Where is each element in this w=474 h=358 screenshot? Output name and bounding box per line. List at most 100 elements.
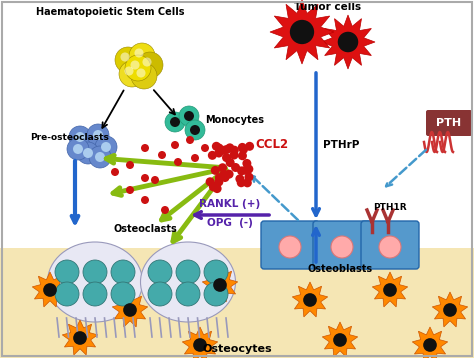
- Circle shape: [125, 67, 134, 76]
- Circle shape: [204, 260, 228, 284]
- Circle shape: [245, 165, 254, 174]
- Text: RANKL (+): RANKL (+): [200, 199, 261, 209]
- Circle shape: [83, 148, 93, 158]
- Circle shape: [126, 161, 134, 169]
- Circle shape: [214, 178, 223, 187]
- Circle shape: [303, 293, 317, 307]
- Circle shape: [141, 174, 149, 182]
- Circle shape: [123, 303, 137, 317]
- Text: Haematopoietic Stem Cells: Haematopoietic Stem Cells: [36, 7, 184, 17]
- Circle shape: [238, 151, 247, 160]
- Text: Osteocytes: Osteocytes: [202, 344, 272, 354]
- Circle shape: [245, 173, 254, 182]
- Circle shape: [215, 144, 224, 153]
- Circle shape: [111, 260, 135, 284]
- Circle shape: [111, 282, 135, 306]
- Circle shape: [333, 333, 347, 347]
- Circle shape: [229, 150, 238, 160]
- Circle shape: [237, 166, 246, 175]
- Circle shape: [137, 68, 146, 78]
- Circle shape: [237, 178, 246, 187]
- Circle shape: [119, 61, 145, 87]
- Circle shape: [73, 144, 83, 154]
- FancyBboxPatch shape: [313, 221, 371, 269]
- Circle shape: [443, 303, 457, 317]
- Circle shape: [212, 142, 221, 151]
- Circle shape: [158, 151, 166, 159]
- Circle shape: [230, 146, 239, 155]
- Circle shape: [176, 282, 200, 306]
- Circle shape: [218, 163, 227, 172]
- Ellipse shape: [47, 242, 143, 322]
- Circle shape: [215, 173, 224, 182]
- Circle shape: [185, 120, 205, 140]
- Circle shape: [383, 283, 397, 297]
- Circle shape: [219, 170, 228, 179]
- Circle shape: [135, 48, 144, 58]
- FancyBboxPatch shape: [261, 221, 319, 269]
- Circle shape: [241, 166, 250, 175]
- Circle shape: [115, 47, 141, 73]
- Circle shape: [95, 152, 105, 162]
- Polygon shape: [202, 267, 238, 302]
- Circle shape: [210, 182, 219, 191]
- Circle shape: [191, 154, 199, 162]
- Ellipse shape: [140, 242, 236, 322]
- Circle shape: [73, 331, 87, 345]
- Polygon shape: [32, 272, 68, 307]
- Polygon shape: [292, 282, 328, 317]
- Circle shape: [186, 136, 194, 144]
- Polygon shape: [112, 292, 148, 327]
- Polygon shape: [372, 272, 408, 307]
- Circle shape: [120, 53, 129, 62]
- Polygon shape: [432, 292, 468, 327]
- Circle shape: [137, 52, 163, 78]
- Circle shape: [213, 278, 227, 292]
- Circle shape: [209, 182, 218, 192]
- Circle shape: [206, 177, 215, 186]
- Circle shape: [225, 143, 234, 153]
- Circle shape: [231, 163, 240, 172]
- Circle shape: [75, 132, 85, 142]
- Polygon shape: [321, 15, 375, 69]
- Circle shape: [201, 144, 209, 152]
- Circle shape: [176, 260, 200, 284]
- Circle shape: [245, 142, 254, 151]
- Circle shape: [55, 282, 79, 306]
- Circle shape: [242, 159, 251, 168]
- Text: OPG  (-): OPG (-): [207, 218, 253, 228]
- Circle shape: [338, 32, 358, 52]
- Circle shape: [141, 144, 149, 152]
- Text: Monocytes: Monocytes: [205, 115, 264, 125]
- Circle shape: [219, 146, 228, 155]
- Circle shape: [179, 106, 199, 126]
- Text: CCL2: CCL2: [255, 138, 288, 151]
- Circle shape: [55, 260, 79, 284]
- Circle shape: [225, 170, 234, 179]
- Circle shape: [148, 282, 172, 306]
- Circle shape: [125, 55, 151, 81]
- Circle shape: [67, 138, 89, 160]
- Text: Tumor cells: Tumor cells: [294, 2, 362, 12]
- Circle shape: [238, 143, 247, 152]
- FancyBboxPatch shape: [426, 110, 472, 136]
- Circle shape: [331, 236, 353, 258]
- Circle shape: [148, 260, 172, 284]
- Bar: [0, 248, 474, 358]
- Polygon shape: [182, 327, 218, 358]
- Circle shape: [126, 186, 134, 194]
- Circle shape: [69, 126, 91, 148]
- Circle shape: [279, 236, 301, 258]
- Circle shape: [141, 196, 149, 204]
- Circle shape: [89, 146, 111, 168]
- Circle shape: [193, 338, 207, 352]
- Polygon shape: [62, 320, 98, 355]
- Circle shape: [236, 174, 245, 183]
- Circle shape: [170, 117, 180, 127]
- Text: Osteoblasts: Osteoblasts: [308, 264, 373, 274]
- FancyBboxPatch shape: [361, 221, 419, 269]
- Circle shape: [190, 125, 200, 135]
- Circle shape: [243, 178, 252, 187]
- Circle shape: [184, 111, 194, 121]
- Circle shape: [83, 282, 107, 306]
